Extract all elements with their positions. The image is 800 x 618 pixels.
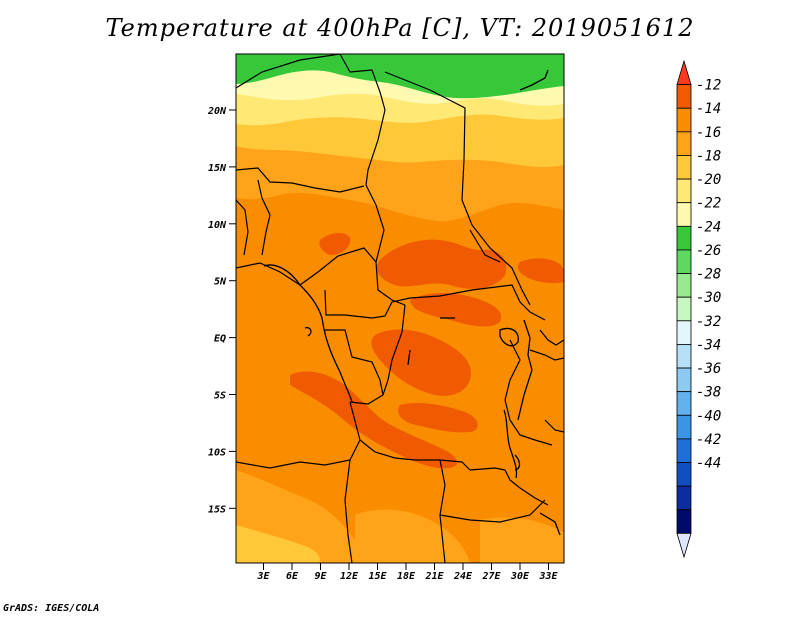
- colorbar-label: -34: [696, 337, 721, 353]
- colorbar-segment: [676, 107, 692, 133]
- colorbar-segment: [676, 155, 692, 180]
- colorbar-label: -38: [696, 385, 721, 401]
- colorbar-label: -40: [696, 408, 721, 424]
- colorbar-label: -32: [696, 314, 721, 330]
- lon-tick-label: 6E: [286, 571, 299, 582]
- lat-tick-label: 5N: [214, 277, 227, 288]
- colorbar-segment: [676, 485, 692, 511]
- colorbar-label: -20: [696, 172, 721, 188]
- colorbar-label: -42: [696, 432, 721, 448]
- colorbar-segment: [676, 249, 692, 274]
- map-title: Temperature at 400hPa [C], VT: 201905161…: [105, 14, 695, 42]
- lon-tick-label: 12E: [340, 571, 359, 582]
- country-borders: [236, 54, 564, 563]
- colorbar-label: -16: [696, 125, 721, 141]
- longitude-axis: 3E 6E 9E 12E 15E 18E 21E 24E 27E 30E 33E: [256, 563, 559, 582]
- lat-tick-label: 15N: [208, 163, 227, 174]
- colorbar-segment: [676, 178, 692, 204]
- lon-tick-label: 33E: [538, 571, 558, 582]
- colorbar-segment: [676, 462, 692, 487]
- lon-tick-label: 27E: [481, 571, 501, 582]
- colorbar-label: -22: [696, 196, 721, 212]
- colorbar-label: -24: [696, 219, 721, 235]
- colorbar-segment: [676, 438, 692, 463]
- colorbar-segment: [676, 59, 692, 86]
- colorbar-segment: [676, 532, 692, 559]
- colorbar-segment: [676, 131, 692, 156]
- colorbar-segment: [676, 296, 692, 322]
- colorbar-segment: [676, 225, 692, 251]
- colorbar-label: -36: [696, 361, 721, 377]
- lon-tick-label: 9E: [314, 571, 327, 582]
- colorbar-segment: [676, 320, 692, 345]
- colorbar-segment: [676, 391, 692, 416]
- colorbar: -12 -14 -16 -18 -20 -22 -24 -26 -28 -30 -32 -34 -36 -…: [676, 59, 721, 559]
- colorbar-segment: [676, 202, 692, 227]
- lon-tick-label: 24E: [453, 571, 473, 582]
- lon-tick-label: 21E: [424, 571, 444, 582]
- colorbar-label: -18: [696, 148, 721, 164]
- colorbar-segment: [676, 84, 692, 109]
- colorbar-segment: [676, 273, 692, 298]
- colorbar-label: -28: [696, 267, 721, 283]
- colorbar-label: -26: [696, 243, 721, 259]
- grads-credit: GrADS: IGES/COLA: [3, 603, 100, 614]
- colorbar-label: -14: [696, 101, 721, 117]
- colorbar-segment: [676, 344, 692, 369]
- lon-tick-label: 18E: [397, 571, 416, 582]
- latitude-axis: 20N 15N 10N 5N EQ 5S 10S 15S: [207, 106, 236, 515]
- coastlines-lakes: [263, 69, 561, 536]
- lon-tick-label: 15E: [368, 571, 387, 582]
- colorbar-label: -12: [696, 78, 721, 94]
- lon-tick-label: 30E: [510, 571, 530, 582]
- lat-tick-label: EQ: [214, 334, 226, 345]
- colorbar-segment: [676, 414, 692, 440]
- lat-tick-label: 10S: [208, 447, 226, 458]
- colorbar-segment: [676, 509, 692, 534]
- colorbar-segment: [676, 367, 692, 393]
- lat-tick-label: 20N: [207, 106, 227, 117]
- colorbar-label: -44: [696, 456, 721, 472]
- lat-tick-label: 15S: [208, 504, 226, 515]
- lat-tick-label: 10N: [208, 220, 227, 231]
- map-frame: [235, 53, 565, 564]
- temperature-field: [236, 54, 564, 563]
- lat-tick-label: 5S: [214, 391, 226, 402]
- colorbar-label: -30: [696, 290, 721, 306]
- lon-tick-label: 3E: [256, 571, 270, 582]
